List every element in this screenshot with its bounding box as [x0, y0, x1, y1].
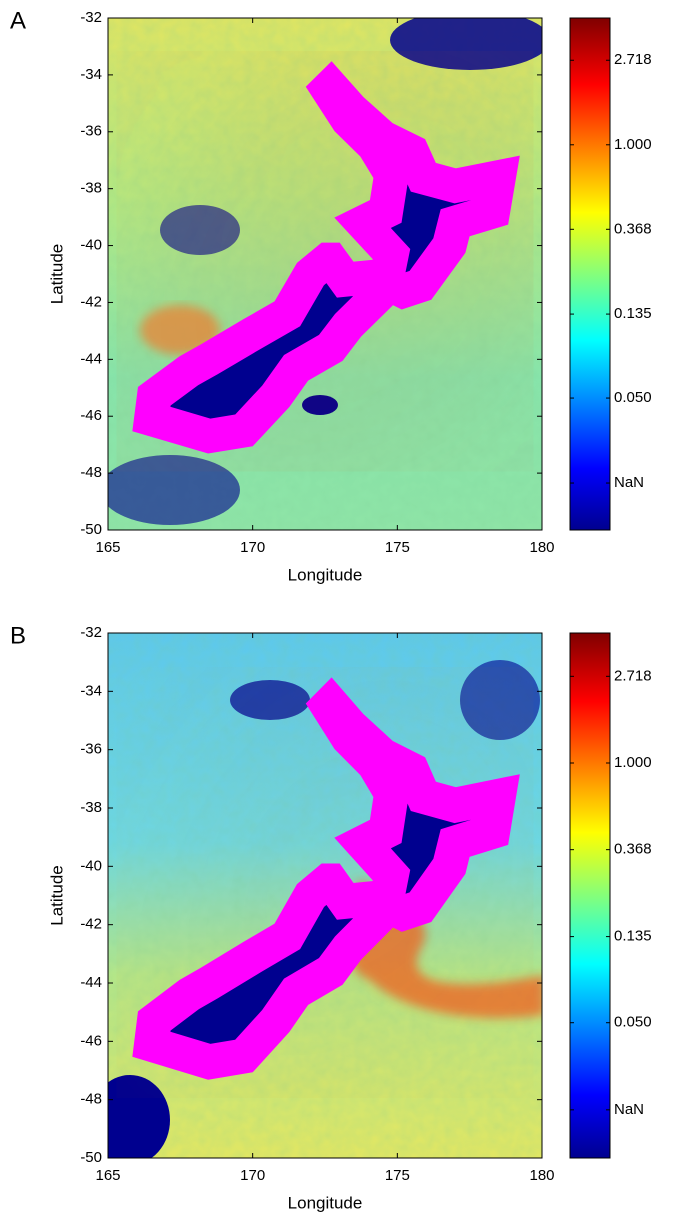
y-tick-label: -42	[80, 916, 102, 933]
map-a	[108, 18, 542, 530]
y-tick-label: -50	[80, 521, 102, 538]
y-tick-label: -34	[80, 682, 102, 699]
colorbar-tick-label: 0.050	[614, 389, 652, 406]
x-axis-label: Longitude	[288, 565, 363, 584]
y-tick-label: -32	[80, 624, 102, 641]
colorbar-tick-label: 2.718	[614, 51, 652, 68]
y-tick-label: -44	[80, 350, 102, 367]
x-tick-label: 165	[95, 539, 120, 556]
y-tick-label: -34	[80, 66, 102, 83]
x-tick-label: 180	[529, 1167, 554, 1184]
colorbar-tick-label: 2.718	[614, 667, 652, 684]
x-tick-label: 175	[385, 1167, 410, 1184]
colorbar-tick-label: 1.000	[614, 136, 652, 153]
y-axis-label: Latitude	[47, 865, 66, 926]
colorbar-tick-label: 0.050	[614, 1014, 652, 1031]
x-axis-label: Longitude	[288, 1193, 363, 1212]
y-tick-label: -42	[80, 293, 102, 310]
y-tick-label: -40	[80, 237, 102, 254]
colorbar-tick-label: 0.135	[614, 928, 652, 945]
colorbar-tick-label: 0.135	[614, 305, 652, 322]
y-axis-label: Latitude	[47, 244, 66, 305]
x-tick-label: 170	[240, 1167, 265, 1184]
map-b	[108, 633, 542, 1158]
x-tick-label: 180	[529, 539, 554, 556]
y-tick-label: -38	[80, 799, 102, 816]
colorbar	[569, 632, 611, 1159]
y-tick-label: -36	[80, 741, 102, 758]
y-tick-label: -32	[80, 9, 102, 26]
y-tick-label: -48	[80, 464, 102, 481]
x-tick-label: 165	[95, 1167, 120, 1184]
colorbar-tick-label: 1.000	[614, 754, 652, 771]
y-tick-label: -44	[80, 974, 102, 991]
y-tick-label: -50	[80, 1149, 102, 1166]
panel-label: A	[10, 7, 26, 34]
y-tick-label: -48	[80, 1091, 102, 1108]
x-tick-label: 170	[240, 539, 265, 556]
y-tick-label: -36	[80, 123, 102, 140]
x-tick-label: 175	[385, 539, 410, 556]
y-tick-label: -38	[80, 180, 102, 197]
y-tick-label: -46	[80, 407, 102, 424]
panel-label: B	[10, 622, 26, 649]
y-tick-label: -40	[80, 857, 102, 874]
colorbar-tick-label: NaN	[614, 1101, 644, 1118]
y-tick-label: -46	[80, 1032, 102, 1049]
colorbar-tick-label: 0.368	[614, 841, 652, 858]
colorbar-tick-label: 0.368	[614, 220, 652, 237]
colorbar-tick-label: NaN	[614, 474, 644, 491]
colorbar	[569, 17, 611, 531]
